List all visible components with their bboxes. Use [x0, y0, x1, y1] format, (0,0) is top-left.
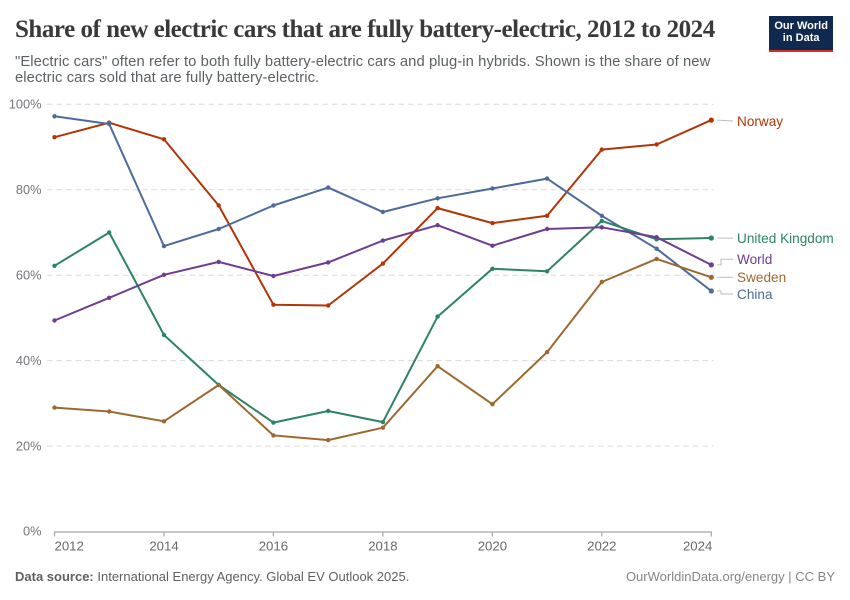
svg-text:2014: 2014 [149, 539, 178, 554]
svg-text:2012: 2012 [55, 539, 84, 554]
svg-text:2022: 2022 [587, 539, 616, 554]
svg-text:40%: 40% [16, 353, 42, 368]
svg-text:2016: 2016 [259, 539, 288, 554]
svg-text:60%: 60% [16, 267, 42, 282]
svg-text:20%: 20% [16, 438, 42, 453]
svg-text:2018: 2018 [368, 539, 397, 554]
svg-text:Norway: Norway [737, 114, 783, 129]
svg-text:World: World [737, 252, 772, 267]
svg-text:0%: 0% [23, 524, 42, 539]
svg-text:United Kingdom: United Kingdom [737, 231, 834, 246]
svg-text:China: China [737, 287, 773, 302]
svg-text:100%: 100% [9, 97, 42, 112]
svg-text:Sweden: Sweden [737, 270, 786, 285]
svg-text:80%: 80% [16, 182, 42, 197]
svg-text:2024: 2024 [683, 539, 712, 554]
svg-text:2020: 2020 [478, 539, 507, 554]
